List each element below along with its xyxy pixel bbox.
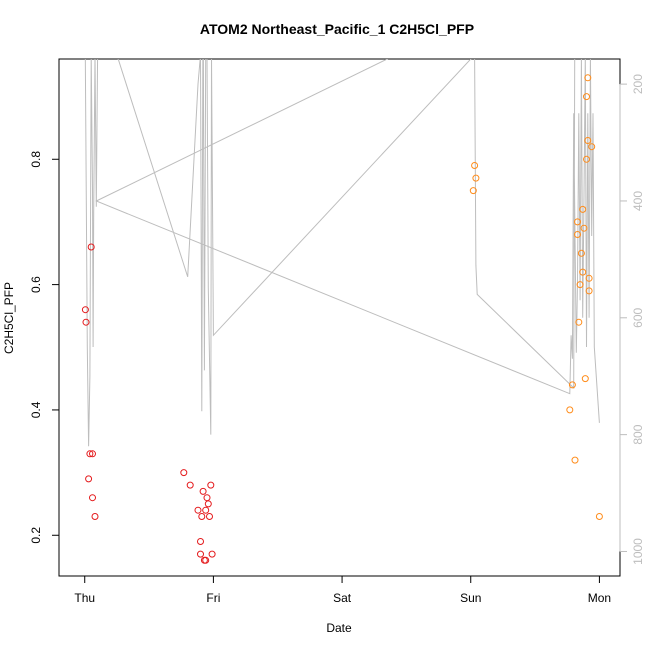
y2-tick-label: 200 — [631, 74, 645, 94]
data-point — [199, 487, 207, 495]
data-point — [197, 538, 204, 545]
data-point — [207, 481, 215, 489]
y-tick-label: 0.2 — [29, 527, 43, 544]
data-point — [571, 456, 579, 464]
data-point — [471, 162, 479, 169]
data-point — [206, 513, 213, 520]
pressure-track-line — [84, 59, 600, 447]
data-point — [580, 224, 588, 232]
data-point — [577, 249, 585, 257]
data-point — [204, 500, 212, 508]
y2-tick-label: 400 — [631, 191, 645, 211]
data-point — [85, 475, 93, 483]
data-point — [579, 205, 587, 213]
data-point — [472, 174, 480, 182]
data-point — [91, 513, 99, 520]
x-axis: Thu Fri Sat Sun Mon — [74, 575, 611, 605]
data-point — [574, 231, 581, 238]
data-point — [197, 550, 204, 558]
data-point — [576, 281, 584, 289]
data-point — [575, 318, 583, 326]
y-axis-right: 200 400 600 800 1000 — [619, 74, 645, 565]
y-tick-label: 0.6 — [29, 276, 43, 293]
data-point — [585, 287, 593, 295]
data-point — [588, 143, 596, 151]
y-axis-label: C2H5Cl_PFP — [2, 282, 16, 354]
data-point — [89, 450, 96, 458]
data-point — [81, 306, 89, 314]
y-tick-label: 0.8 — [29, 151, 43, 168]
data-point — [585, 274, 593, 282]
data-point — [89, 494, 96, 502]
y2-tick-label: 1000 — [631, 538, 645, 565]
y-tick-label: 0.4 — [29, 401, 43, 418]
data-point — [82, 318, 90, 326]
data-point — [186, 481, 194, 489]
data-point — [584, 74, 592, 82]
data-point — [566, 406, 574, 414]
chart-title: ATOM2 Northeast_Pacific_1 C2H5Cl_PFP — [200, 21, 474, 37]
x-axis-label: Date — [326, 621, 352, 635]
pressure-track-layer — [84, 59, 600, 447]
data-point — [583, 155, 590, 163]
data-point — [194, 506, 202, 514]
x-tick-label: Sun — [460, 591, 481, 605]
y2-tick-label: 800 — [631, 424, 645, 444]
y2-tick-label: 600 — [631, 307, 645, 327]
x-tick-label: Mon — [588, 591, 611, 605]
data-point — [579, 268, 587, 276]
data-point — [568, 381, 576, 389]
data-point — [180, 469, 188, 477]
data-point — [583, 93, 590, 101]
data-point — [202, 556, 210, 564]
data-point — [202, 506, 210, 514]
data-point — [584, 137, 592, 144]
data-point — [203, 494, 211, 502]
data-point — [87, 243, 95, 251]
data-point — [208, 550, 216, 558]
y-axis-left: 0.2 0.4 0.6 0.8 — [29, 151, 60, 544]
data-point — [581, 375, 589, 383]
data-point — [86, 450, 94, 458]
data-point — [469, 187, 477, 195]
x-tick-label: Fri — [206, 591, 220, 605]
x-tick-label: Sat — [333, 591, 352, 605]
data-points-layer — [81, 74, 603, 564]
x-tick-label: Thu — [74, 591, 95, 605]
data-point — [574, 218, 581, 226]
data-point — [595, 513, 603, 520]
data-point — [198, 513, 206, 520]
